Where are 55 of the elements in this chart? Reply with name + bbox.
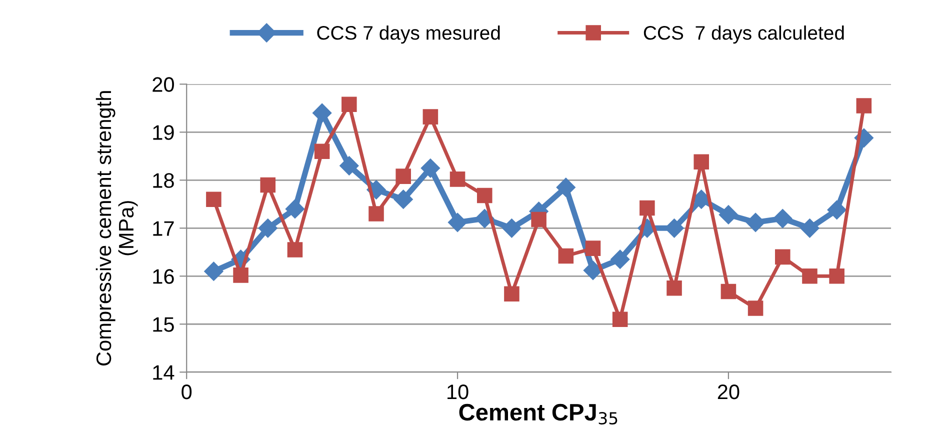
legend-label: CCS 7 days calculeted [644, 26, 844, 44]
point [502, 218, 522, 238]
y-tick-label: 18 [153, 173, 174, 188]
point [396, 168, 411, 184]
point [718, 205, 738, 224]
point [233, 268, 248, 283]
point [802, 268, 818, 284]
point [829, 268, 844, 284]
point [394, 190, 413, 209]
point [206, 192, 222, 207]
point [258, 218, 278, 238]
point [204, 262, 224, 281]
y-tick-label: 14 [153, 365, 174, 380]
y-tick-label: 20 [152, 77, 174, 92]
point [450, 172, 466, 187]
point [800, 218, 820, 238]
point [694, 154, 710, 170]
point [856, 98, 872, 114]
point [476, 188, 492, 204]
point [585, 240, 601, 256]
y-tick-label: 16 [153, 269, 174, 284]
point [504, 286, 520, 302]
point [610, 250, 630, 269]
y-axis-title: Compressive cement strength (MPa) [96, 91, 138, 366]
point [666, 280, 682, 296]
point [720, 284, 736, 300]
legend-label: CCS 7 days mesured [317, 26, 500, 44]
point [342, 96, 357, 112]
point [340, 156, 359, 176]
point [287, 242, 303, 258]
point [260, 177, 276, 193]
x-axis-title: Cement CPJ$_{35}$ [459, 404, 618, 425]
point [448, 212, 468, 232]
y-tick-label: 19 [153, 125, 174, 140]
x-tick-label: 20 [718, 384, 740, 400]
point [748, 300, 764, 316]
point [746, 212, 766, 232]
point [422, 109, 438, 124]
point [314, 144, 330, 159]
point [531, 212, 546, 228]
x-tick-label: 10 [448, 384, 468, 400]
y-tick-label: 17 [153, 221, 174, 236]
point [612, 312, 628, 327]
point [827, 200, 846, 220]
point [775, 249, 790, 265]
point [420, 158, 440, 178]
point [640, 200, 655, 216]
point [773, 209, 792, 228]
point [368, 206, 384, 222]
point [285, 199, 305, 218]
y-tick-label: 15 [153, 317, 174, 332]
point [312, 103, 332, 122]
point [558, 248, 574, 264]
x-tick-label: 0 [182, 384, 192, 400]
point [556, 178, 576, 197]
